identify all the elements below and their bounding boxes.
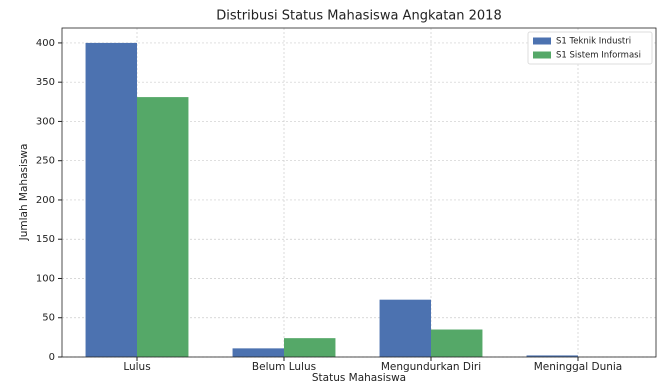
bar (379, 299, 431, 357)
y-tick-label: 250 (36, 156, 55, 167)
plot-frame (61, 27, 657, 358)
y-tick-label: 100 (36, 273, 55, 284)
y-tick-label: 400 (36, 38, 55, 49)
y-tick-label: 350 (36, 77, 55, 88)
bar (85, 42, 137, 357)
legend-swatch (533, 37, 551, 45)
x-tick-label: Mengundurkan Diri (381, 361, 481, 373)
y-tick-label: 50 (42, 313, 55, 324)
bar (526, 355, 578, 357)
x-tick-label: Belum Lulus (252, 361, 316, 373)
legend-label: S1 Sistem Informasi (556, 51, 641, 61)
chart-title: Distribusi Status Mahasiswa Angkatan 201… (216, 9, 501, 24)
y-tick-label: 0 (49, 352, 55, 363)
bar (431, 329, 483, 357)
y-axis-label: Jumlah Mahasiswa (18, 144, 30, 242)
legend-label: S1 Teknik Industri (556, 37, 631, 47)
bar (137, 97, 189, 358)
y-tick-label: 200 (36, 195, 55, 206)
x-axis-label: Status Mahasiswa (312, 372, 406, 384)
y-tick-label: 300 (36, 116, 55, 127)
x-tick-label: Lulus (123, 361, 150, 373)
x-tick-label: Meninggal Dunia (534, 361, 623, 373)
y-tick-label: 150 (36, 234, 55, 245)
bar (232, 348, 284, 357)
legend-box (527, 31, 653, 65)
bar (284, 338, 336, 357)
legend-swatch (533, 51, 551, 59)
